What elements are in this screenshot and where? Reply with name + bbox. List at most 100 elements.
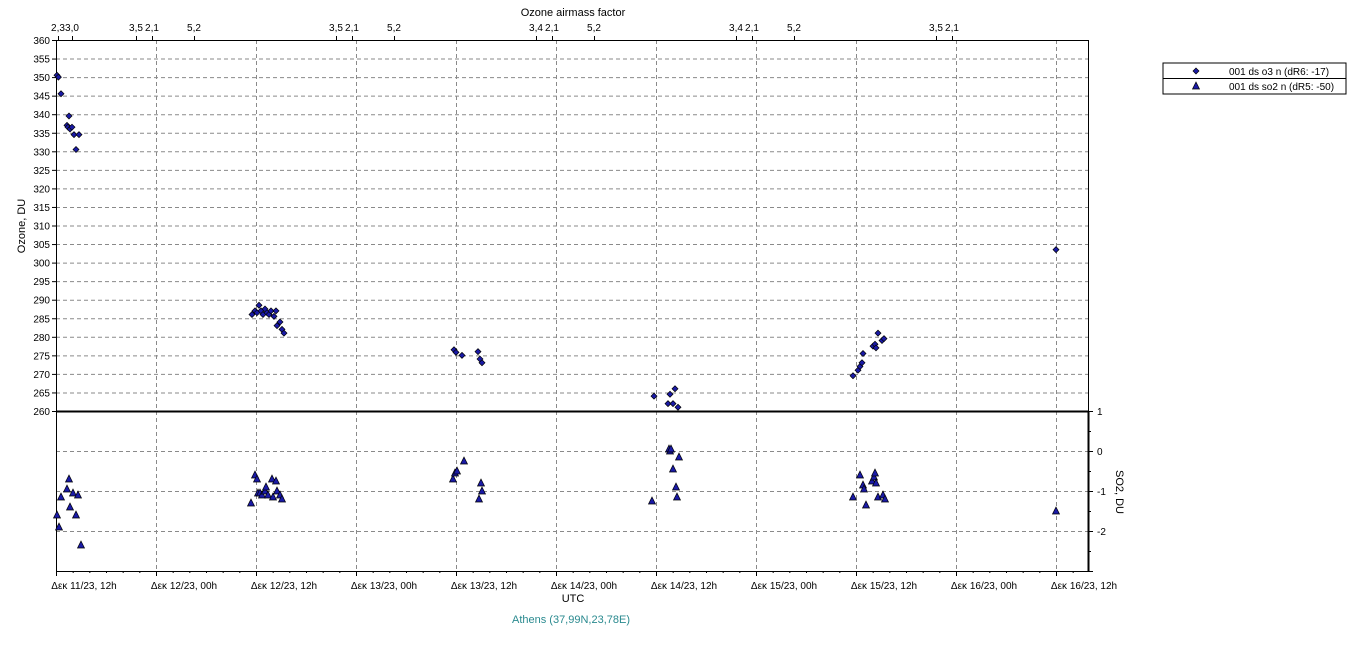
ozone-point bbox=[267, 307, 275, 315]
ozone-point bbox=[874, 329, 882, 337]
so2-point bbox=[666, 444, 676, 453]
top-tick-label: 3,0 bbox=[65, 23, 79, 34]
ozone-point bbox=[280, 329, 288, 337]
so2-point bbox=[263, 490, 273, 499]
so2-tick-label: 1 bbox=[1097, 407, 1103, 418]
so2-point bbox=[855, 470, 865, 479]
legend-so2-marker bbox=[1191, 81, 1201, 90]
so2-point bbox=[65, 502, 75, 511]
ozone-point bbox=[65, 112, 73, 120]
top-tick-label: 2,1 bbox=[545, 23, 559, 34]
so2-point bbox=[671, 482, 681, 491]
ozone-point bbox=[273, 322, 281, 330]
so2-point bbox=[870, 468, 880, 477]
ozone-tick-label: 340 bbox=[33, 110, 50, 121]
ozone-point bbox=[849, 372, 857, 380]
so2-point bbox=[476, 478, 486, 487]
ozone-point bbox=[70, 131, 78, 139]
ozone-point bbox=[75, 131, 83, 139]
so2-point bbox=[477, 486, 487, 495]
so2-point bbox=[867, 476, 877, 485]
top-axis-ticks: 2,3 3,0 3,5 2,1 5,2 3,5 2,1 5,2 3,4 2,1 5,2 3,4 2,1 5… bbox=[51, 23, 959, 40]
top-tick-label: 2,1 bbox=[945, 23, 959, 34]
so2-point bbox=[54, 522, 64, 531]
ozone-tick-label: 305 bbox=[33, 240, 50, 251]
x-tick-label: Δεκ 13/23, 12h bbox=[451, 581, 517, 592]
legend: 001 ds o3 n (dR6: -17) 001 ds so2 n (dR5… bbox=[1162, 62, 1347, 95]
so2-point bbox=[268, 492, 278, 501]
ozone-point bbox=[478, 359, 486, 367]
so2-point bbox=[474, 494, 484, 503]
so2-tick-label: -1 bbox=[1097, 487, 1106, 498]
so2-point bbox=[674, 452, 684, 461]
ozone-tick-label: 320 bbox=[33, 184, 50, 195]
x-axis-ticks: Δεκ 11/23, 12h Δεκ 12/23, 00h Δεκ 12/23, 1… bbox=[51, 571, 1117, 592]
ozone-tick-label: 345 bbox=[33, 92, 50, 103]
x-tick-label: Δεκ 16/23, 00h bbox=[951, 581, 1017, 592]
ozone-tick-label: 330 bbox=[33, 147, 50, 158]
ozone-tick-label: 310 bbox=[33, 222, 50, 233]
so2-point bbox=[869, 472, 879, 481]
so2-point bbox=[76, 540, 86, 549]
ozone-axis-ticks: 260 265 270 275 280 285 290 295 300 305 310 315 320 3… bbox=[33, 36, 56, 418]
so2-point bbox=[260, 486, 270, 495]
so2-point bbox=[861, 500, 871, 509]
x-tick-label: Δεκ 12/23, 12h bbox=[251, 581, 317, 592]
ozone-point bbox=[666, 390, 674, 398]
plot-border bbox=[56, 40, 1089, 572]
ozone-tick-label: 300 bbox=[33, 259, 50, 270]
so2-axis-ticks: 1 0 -1 -2 bbox=[1088, 407, 1106, 572]
ozone-tick-label: 270 bbox=[33, 370, 50, 381]
ozone-tick-label: 280 bbox=[33, 333, 50, 344]
ozone-point bbox=[669, 400, 677, 408]
so2-point bbox=[452, 466, 462, 475]
ozone-point bbox=[276, 318, 284, 326]
so2-tick-label: 0 bbox=[1097, 447, 1103, 458]
x-tick-label: Δεκ 11/23, 12h bbox=[51, 581, 116, 592]
x-tick-label: Δεκ 15/23, 00h bbox=[751, 581, 817, 592]
so2-point bbox=[647, 496, 657, 505]
so2-point bbox=[261, 482, 271, 491]
top-tick-label: 5,2 bbox=[187, 23, 201, 34]
so2-point bbox=[668, 464, 678, 473]
top-tick-label: 2,1 bbox=[745, 23, 759, 34]
so2-point bbox=[277, 494, 287, 503]
ozone-point bbox=[54, 73, 62, 81]
so2-axis-title: SO2, DU bbox=[1113, 470, 1125, 514]
ozone-axis-title: Ozone, DU bbox=[16, 199, 28, 253]
ozone-point bbox=[664, 400, 672, 408]
ozone-point bbox=[858, 359, 866, 367]
ozone-tick-label: 295 bbox=[33, 277, 50, 288]
ozone-tick-label: 350 bbox=[33, 73, 50, 84]
ozone-point bbox=[57, 90, 65, 98]
ozone-point bbox=[650, 392, 658, 400]
top-axis-title: Ozone airmass factor bbox=[521, 7, 626, 19]
so2-point bbox=[871, 478, 881, 487]
so2-point bbox=[64, 474, 74, 483]
so2-point bbox=[252, 474, 262, 483]
legend-ozone-label: 001 ds o3 n (dR6: -17) bbox=[1229, 67, 1329, 78]
ozone-tick-label: 325 bbox=[33, 166, 50, 177]
ozone-point bbox=[458, 351, 466, 359]
x-tick-label: Δεκ 14/23, 12h bbox=[651, 581, 717, 592]
ozone-tick-label: 265 bbox=[33, 388, 50, 399]
so2-point bbox=[68, 488, 78, 497]
legend-ozone-marker bbox=[1192, 67, 1200, 75]
ozone-tick-label: 315 bbox=[33, 203, 50, 214]
data-points bbox=[52, 71, 1061, 549]
ozone-point bbox=[452, 348, 460, 356]
ozone-point bbox=[671, 385, 679, 393]
ozone-tick-label: 260 bbox=[33, 407, 50, 418]
ozone-point bbox=[474, 348, 482, 356]
ozone-point bbox=[872, 344, 880, 352]
top-tick-label: 5,2 bbox=[387, 23, 401, 34]
so2-point bbox=[257, 490, 267, 499]
top-tick-label: 5,2 bbox=[787, 23, 801, 34]
top-tick-label: 2,1 bbox=[145, 23, 159, 34]
top-tick-label: 3,5 bbox=[129, 23, 143, 34]
so2-point bbox=[672, 492, 682, 501]
grid-lines bbox=[56, 40, 1088, 571]
so2-point bbox=[859, 484, 869, 493]
top-tick-label: 2,3 bbox=[51, 23, 65, 34]
so2-point bbox=[272, 486, 282, 495]
